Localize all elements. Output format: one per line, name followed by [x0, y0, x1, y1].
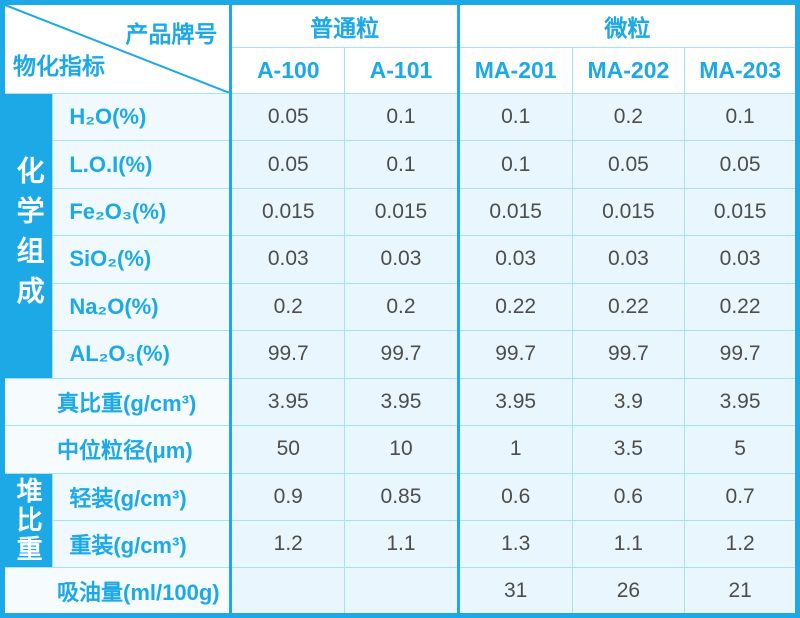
- value-cell: 3.5: [571, 425, 686, 474]
- row-label-heavy-packing: 重装(g/cm³): [52, 519, 232, 569]
- col-header-a-100: A-100: [229, 47, 346, 94]
- value-cell: 0.22: [456, 282, 573, 332]
- row-group-bulk-density: 堆比重: [1, 472, 54, 569]
- value-cell: 0.1: [344, 92, 459, 142]
- value-cell: 0.03: [344, 235, 459, 284]
- row-label-al2o3: AL₂O₃(%): [52, 330, 232, 379]
- col-group-micro-particle: 微粒: [456, 1, 799, 49]
- row-label-median-particle-size: 中位粒径(μm): [1, 425, 232, 474]
- col-header-ma-203: MA-203: [684, 47, 798, 94]
- corner-product-brand-label: 产品牌号: [125, 21, 218, 47]
- value-cell: 0.1: [344, 140, 459, 189]
- row-label-h2o: H₂O(%): [52, 92, 232, 142]
- value-cell: 10: [344, 425, 459, 474]
- row-label-fe2o3: Fe₂O₃(%): [52, 187, 232, 237]
- col-header-ma-201: MA-201: [456, 47, 573, 94]
- value-cell: 0.03: [684, 235, 798, 284]
- value-cell: 3.9: [571, 377, 686, 427]
- row-label-light-packing: 轻装(g/cm³): [52, 472, 232, 521]
- value-cell: 0.7: [684, 472, 798, 521]
- col-header-a-101: A-101: [344, 47, 459, 94]
- value-cell: 0.03: [571, 235, 686, 284]
- value-cell: 1.1: [571, 519, 686, 569]
- value-cell: 0.9: [229, 472, 346, 521]
- value-cell: 3.95: [344, 377, 459, 427]
- col-header-ma-202: MA-202: [571, 47, 686, 94]
- value-cell: 0.1: [684, 92, 798, 142]
- value-cell: 0.85: [344, 472, 459, 521]
- value-cell: 3.95: [229, 377, 346, 427]
- value-cell: 99.7: [684, 330, 798, 379]
- value-cell: 0.015: [456, 187, 573, 237]
- corner-spec-label: 物化指标: [13, 52, 105, 79]
- value-cell: 3.95: [684, 377, 798, 427]
- value-cell: 99.7: [229, 330, 346, 379]
- value-cell: 0.2: [229, 282, 346, 332]
- value-cell: 0.22: [684, 282, 798, 332]
- value-cell: 99.7: [456, 330, 573, 379]
- value-cell: 0.03: [229, 235, 346, 284]
- row-label-loi: L.O.I(%): [52, 140, 232, 189]
- value-cell: 0.05: [229, 140, 346, 189]
- value-cell: 0.03: [456, 235, 573, 284]
- value-cell: 0.6: [456, 472, 573, 521]
- value-cell: 0.1: [456, 92, 573, 142]
- row-label-sio2: SiO₂(%): [52, 235, 232, 284]
- value-cell: 3.95: [456, 377, 573, 427]
- row-label-true-specific-gravity: 真比重(g/cm³): [1, 377, 232, 427]
- corner-cell: 产品牌号 物化指标: [1, 2, 233, 94]
- value-cell: 0.05: [229, 92, 346, 142]
- value-cell: 0.6: [571, 472, 686, 521]
- row-label-oil-absorption: 吸油量(ml/100g): [1, 567, 232, 616]
- value-cell: 0.2: [344, 282, 459, 332]
- value-cell: 0.05: [684, 140, 798, 189]
- value-cell: 0.1: [456, 140, 573, 189]
- value-cell: 0.05: [571, 140, 686, 189]
- value-cell: 0.015: [571, 187, 686, 237]
- value-cell: 1.3: [456, 519, 573, 569]
- value-cell: 31: [456, 567, 573, 616]
- value-cell-empty: [229, 567, 346, 616]
- row-label-na2o: Na₂O(%): [52, 282, 232, 332]
- value-cell: 1: [456, 425, 573, 474]
- value-cell: 0.2: [571, 92, 686, 142]
- value-cell: 1.2: [229, 519, 346, 569]
- value-cell: 0.22: [571, 282, 686, 332]
- diagonal-divider: [5, 5, 229, 93]
- value-cell: 1.2: [684, 519, 798, 569]
- value-cell: 99.7: [571, 330, 686, 379]
- col-group-normal-particle: 普通粒: [229, 1, 459, 49]
- value-cell: 1.1: [344, 519, 459, 569]
- value-cell: 5: [684, 425, 798, 474]
- value-cell: 26: [571, 567, 686, 616]
- value-cell-empty: [344, 567, 459, 616]
- value-cell: 0.015: [344, 187, 459, 237]
- value-cell: 50: [229, 425, 346, 474]
- value-cell: 0.015: [684, 187, 798, 237]
- value-cell: 0.015: [229, 187, 346, 237]
- value-cell: 21: [684, 567, 798, 616]
- value-cell: 99.7: [344, 330, 459, 379]
- row-group-chemical-composition: 化学组成: [1, 92, 54, 379]
